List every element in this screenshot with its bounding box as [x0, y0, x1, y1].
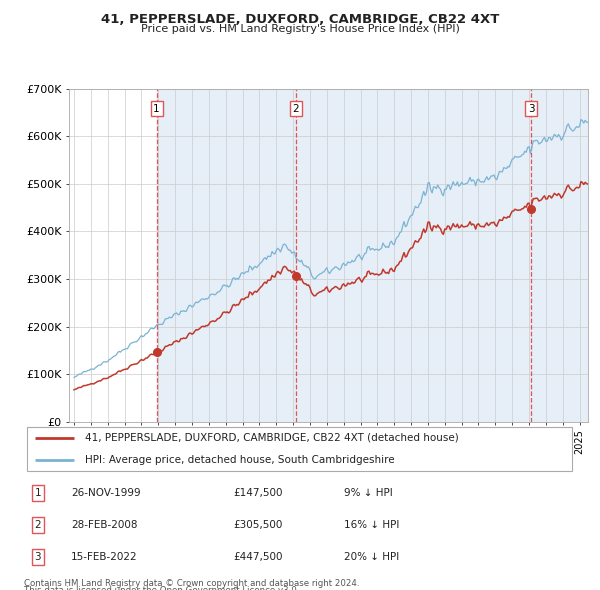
Text: 26-NOV-1999: 26-NOV-1999: [71, 488, 140, 498]
Text: 3: 3: [528, 103, 535, 113]
FancyBboxPatch shape: [27, 427, 572, 471]
Text: HPI: Average price, detached house, South Cambridgeshire: HPI: Average price, detached house, Sout…: [85, 455, 394, 465]
Text: 41, PEPPERSLADE, DUXFORD, CAMBRIDGE, CB22 4XT (detached house): 41, PEPPERSLADE, DUXFORD, CAMBRIDGE, CB2…: [85, 433, 458, 443]
Text: Contains HM Land Registry data © Crown copyright and database right 2024.: Contains HM Land Registry data © Crown c…: [24, 579, 359, 588]
Text: £305,500: £305,500: [234, 520, 283, 530]
Text: This data is licensed under the Open Government Licence v3.0.: This data is licensed under the Open Gov…: [24, 586, 299, 590]
Text: £147,500: £147,500: [234, 488, 283, 498]
Bar: [157, 88, 588, 422]
Text: 15-FEB-2022: 15-FEB-2022: [71, 552, 137, 562]
Text: 16% ↓ HPI: 16% ↓ HPI: [344, 520, 400, 530]
Text: 9% ↓ HPI: 9% ↓ HPI: [344, 488, 393, 498]
Text: 3: 3: [34, 552, 41, 562]
Text: 2: 2: [34, 520, 41, 530]
Text: 1: 1: [154, 103, 160, 113]
Text: £447,500: £447,500: [234, 552, 283, 562]
Text: Price paid vs. HM Land Registry's House Price Index (HPI): Price paid vs. HM Land Registry's House …: [140, 24, 460, 34]
Text: 28-FEB-2008: 28-FEB-2008: [71, 520, 137, 530]
Text: 20% ↓ HPI: 20% ↓ HPI: [344, 552, 400, 562]
Text: 2: 2: [292, 103, 299, 113]
Text: 41, PEPPERSLADE, DUXFORD, CAMBRIDGE, CB22 4XT: 41, PEPPERSLADE, DUXFORD, CAMBRIDGE, CB2…: [101, 13, 499, 26]
Text: 1: 1: [34, 488, 41, 498]
